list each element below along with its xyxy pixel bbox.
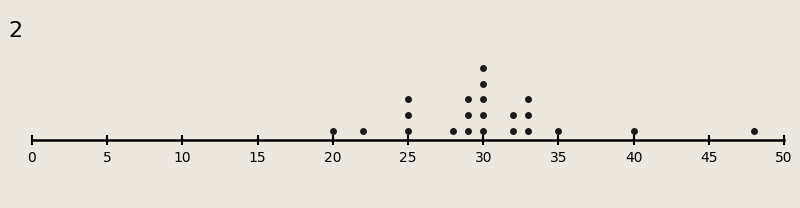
Text: 2: 2	[8, 21, 22, 41]
